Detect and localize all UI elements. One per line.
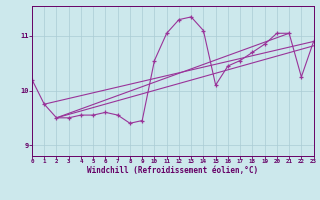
X-axis label: Windchill (Refroidissement éolien,°C): Windchill (Refroidissement éolien,°C) bbox=[87, 166, 258, 175]
